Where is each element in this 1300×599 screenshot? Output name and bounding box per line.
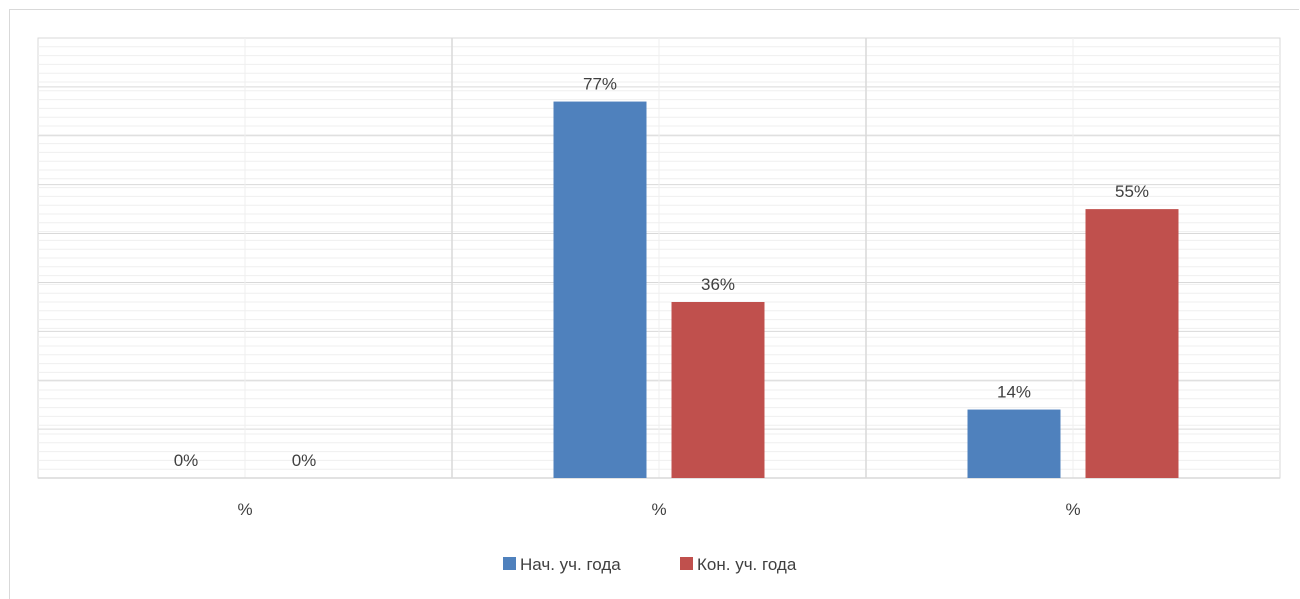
legend-label: Кон. уч. года <box>697 555 797 574</box>
data-label: 14% <box>997 383 1031 402</box>
x-tick-label: % <box>651 500 666 519</box>
legend-label: Нач. уч. года <box>520 555 621 574</box>
data-label: 36% <box>701 275 735 294</box>
bar-end-2 <box>1085 209 1179 478</box>
legend-swatch <box>503 557 516 570</box>
data-label: 77% <box>583 75 617 94</box>
x-tick-label: % <box>237 500 252 519</box>
legend-swatch <box>680 557 693 570</box>
data-label: 55% <box>1115 182 1149 201</box>
bar-end-1 <box>671 302 765 478</box>
x-tick-label: % <box>1065 500 1080 519</box>
chart-frame <box>9 9 1299 599</box>
bar-start-1 <box>553 101 647 479</box>
data-label: 0% <box>174 451 199 470</box>
data-label: 0% <box>292 451 317 470</box>
bar-start-2 <box>967 409 1061 478</box>
